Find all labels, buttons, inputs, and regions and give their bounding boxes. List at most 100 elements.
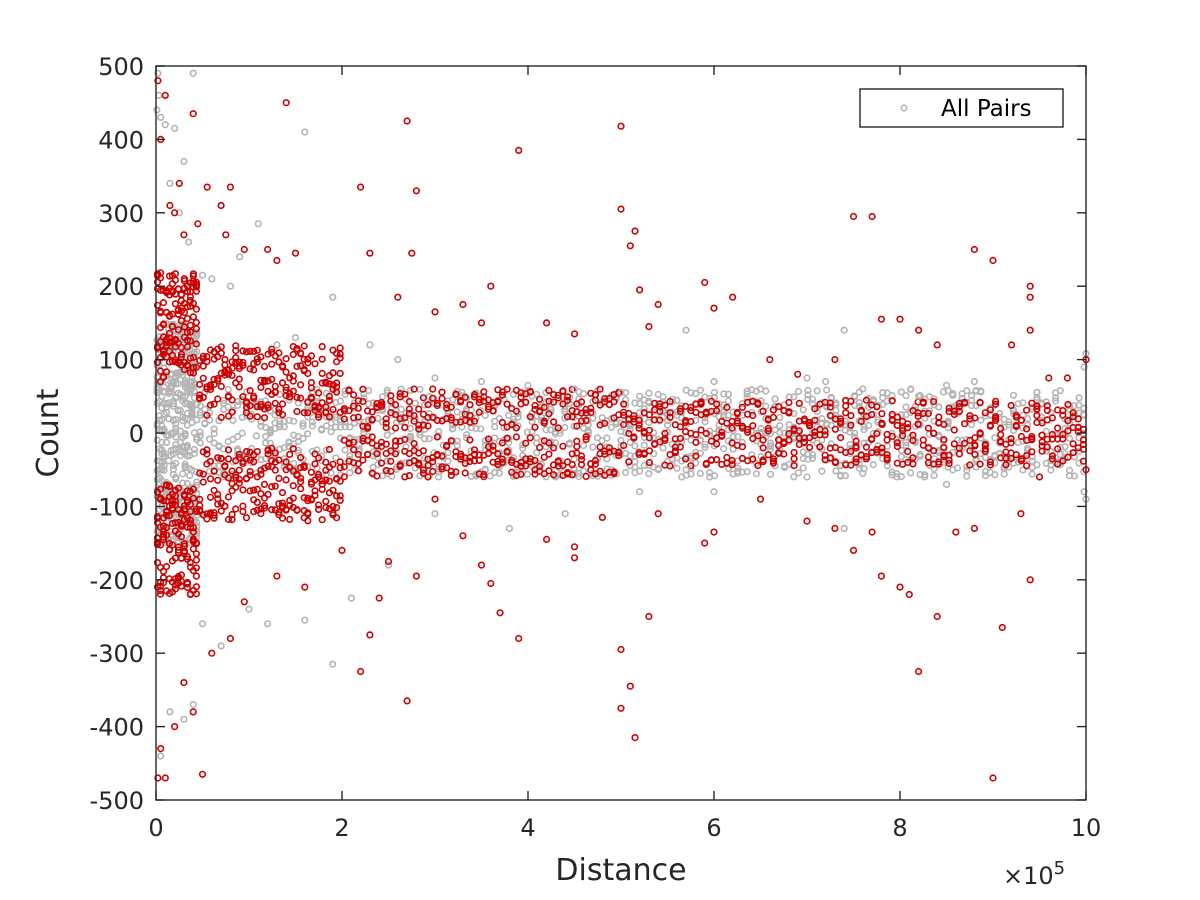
highlighted-point (986, 461, 995, 469)
highlighted-point (189, 494, 197, 502)
highlighted-point (196, 469, 204, 477)
all-pairs-point (949, 390, 957, 398)
highlighted-point (239, 347, 247, 355)
highlighted-point (526, 434, 534, 442)
highlighted-point (366, 249, 374, 257)
highlighted-point (940, 420, 948, 429)
highlighted-point (645, 434, 654, 442)
highlighted-point (723, 403, 731, 412)
highlighted-point (826, 399, 834, 407)
highlighted-point (242, 447, 251, 456)
highlighted-point (549, 391, 558, 399)
all-pairs-point (341, 390, 349, 399)
highlighted-point (914, 667, 923, 676)
highlighted-point (214, 495, 222, 503)
highlighted-point (447, 437, 455, 445)
all-pairs-point (776, 422, 784, 430)
all-pairs-point (645, 389, 653, 397)
highlighted-point (318, 516, 326, 524)
all-pairs-point (855, 399, 863, 407)
all-pairs-point (500, 395, 508, 403)
all-pairs-point (748, 451, 756, 459)
highlighted-point (924, 453, 933, 461)
highlighted-point (605, 444, 614, 452)
highlighted-point (749, 435, 757, 443)
all-pairs-point (836, 472, 845, 480)
all-pairs-point (175, 209, 183, 217)
all-pairs-point (196, 432, 204, 440)
highlighted-point (156, 590, 165, 598)
highlighted-point (847, 412, 855, 420)
highlighted-point (666, 413, 674, 421)
highlighted-point (1017, 416, 1026, 424)
all-pairs-point (808, 454, 817, 462)
highlighted-point (697, 426, 705, 434)
highlighted-point (852, 444, 860, 452)
highlighted-point (935, 460, 943, 468)
highlighted-point (522, 439, 530, 447)
highlighted-point (577, 452, 586, 460)
highlighted-point (582, 472, 590, 481)
all-pairs-point (1075, 394, 1083, 402)
all-pairs-point (174, 533, 182, 542)
highlighted-point (466, 453, 474, 462)
highlighted-point (522, 398, 530, 406)
highlighted-point (484, 403, 493, 411)
highlighted-point (333, 383, 341, 391)
all-pairs-point (439, 441, 447, 449)
all-pairs-point (542, 426, 550, 434)
highlighted-point (447, 471, 455, 480)
highlighted-point (893, 421, 902, 430)
highlighted-point (282, 476, 290, 484)
highlighted-point (222, 231, 230, 239)
highlighted-point (300, 342, 308, 350)
highlighted-point (401, 435, 409, 444)
all-pairs-point (329, 293, 337, 301)
highlighted-point (780, 439, 788, 447)
highlighted-point (836, 434, 845, 442)
highlighted-point (1026, 293, 1034, 301)
highlighted-point (304, 359, 312, 367)
highlighted-point (228, 408, 236, 416)
highlighted-point (359, 385, 367, 393)
highlighted-point (235, 466, 243, 474)
all-pairs-point (346, 469, 354, 477)
y-tick-label: 200 (98, 273, 144, 301)
highlighted-point (1038, 447, 1046, 455)
highlighted-point (661, 401, 669, 409)
highlighted-point (165, 329, 174, 337)
highlighted-point (217, 455, 225, 463)
highlighted-point (568, 450, 576, 458)
highlighted-point (676, 434, 685, 443)
highlighted-point (165, 272, 174, 280)
highlighted-point (424, 413, 432, 422)
highlighted-point (278, 514, 287, 522)
highlighted-point (289, 387, 297, 395)
highlighted-point (410, 385, 418, 393)
all-pairs-point (635, 467, 644, 475)
highlighted-point (307, 393, 316, 401)
all-pairs-point (193, 518, 201, 527)
x-tick-label: 0 (148, 814, 163, 842)
highlighted-point (271, 449, 279, 457)
highlighted-point (239, 358, 247, 367)
highlighted-point (847, 421, 855, 429)
all-pairs-point (780, 463, 789, 472)
highlighted-point (391, 450, 400, 458)
highlighted-point (210, 509, 218, 517)
all-pairs-point (495, 469, 504, 477)
highlighted-point (1033, 411, 1041, 420)
highlighted-point (429, 394, 437, 402)
highlighted-point (738, 443, 747, 451)
x-axis-ticks: 0 2 4 6 8 10 (148, 66, 1101, 842)
highlighted-point (619, 441, 628, 450)
all-pairs-point (205, 435, 214, 443)
highlighted-point (192, 583, 200, 591)
highlighted-point (605, 448, 614, 456)
highlighted-point (710, 528, 718, 536)
highlighted-point (971, 434, 979, 442)
highlighted-point (545, 439, 553, 447)
highlighted-point (743, 426, 752, 434)
all-pairs-point (383, 386, 391, 395)
highlighted-point (1069, 440, 1077, 448)
